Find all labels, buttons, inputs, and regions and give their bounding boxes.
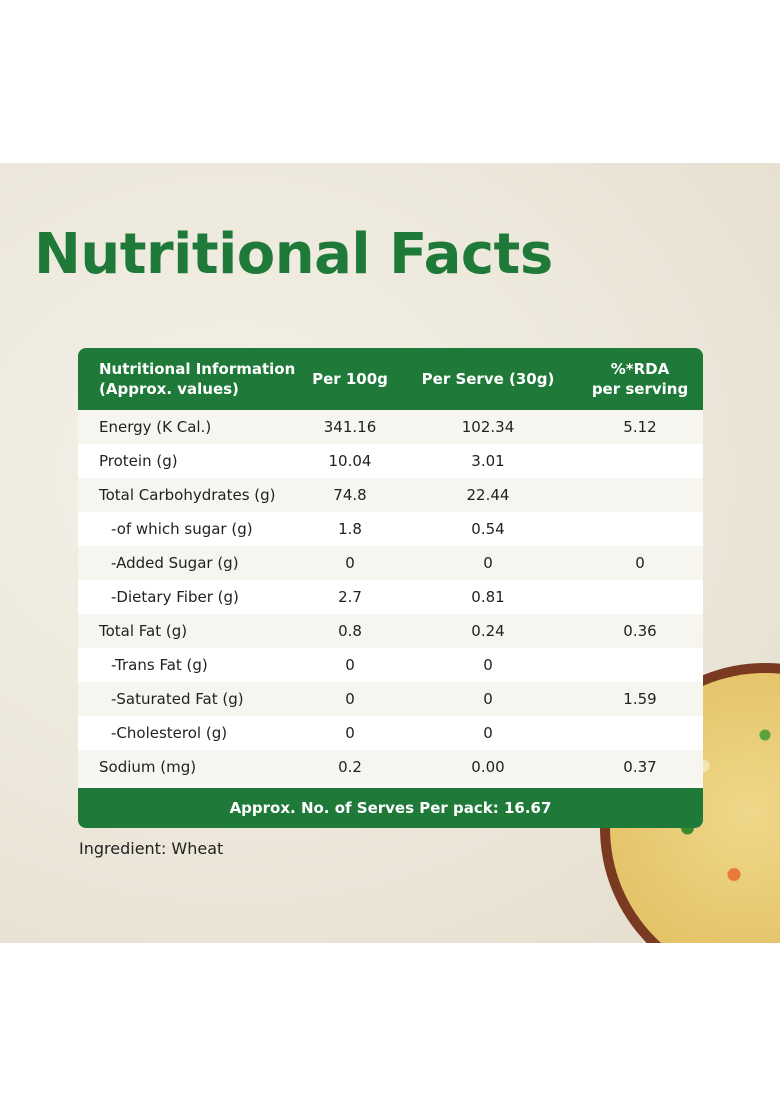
per-100g-value: 0 bbox=[345, 656, 355, 674]
rda-value: 1.59 bbox=[623, 690, 657, 708]
table-row: -of which sugar (g) 1.8 0.54 bbox=[78, 512, 703, 546]
rda-value: 0.36 bbox=[623, 622, 657, 640]
per-serve-value: 0.24 bbox=[471, 622, 505, 640]
rda-value bbox=[580, 580, 700, 614]
table-row: Protein (g) 10.04 3.01 bbox=[78, 444, 703, 478]
rda-value bbox=[580, 716, 700, 750]
table-row: -Cholesterol (g) 0 0 bbox=[78, 716, 703, 750]
per-serve-value: 102.34 bbox=[461, 418, 515, 436]
table-row: Total Fat (g) 0.8 0.24 0.36 bbox=[78, 614, 703, 648]
nutrient-name: -Trans Fat (g) bbox=[111, 656, 208, 674]
header-rda-line2: per serving bbox=[591, 380, 689, 398]
table-row: Sodium (mg) 0.2 0.00 0.37 bbox=[78, 750, 703, 784]
per-100g-value: 1.8 bbox=[338, 520, 362, 538]
per-100g-value: 10.04 bbox=[328, 452, 372, 470]
nutrient-name: Protein (g) bbox=[99, 452, 178, 470]
per-serve-value: 0.00 bbox=[471, 758, 505, 776]
ingredient-text: Ingredient: Wheat bbox=[79, 839, 224, 858]
nutrition-panel: Nutritional Facts Nutritional Informatio… bbox=[0, 163, 780, 943]
per-100g-value: 0.2 bbox=[338, 758, 362, 776]
table-row: Total Carbohydrates (g) 74.8 22.44 bbox=[78, 478, 703, 512]
rda-value: 0.37 bbox=[623, 758, 657, 776]
table-header: Nutritional Information (Approx. values)… bbox=[78, 348, 703, 410]
header-rda-line1: %*RDA bbox=[610, 360, 670, 378]
rda-value bbox=[580, 648, 700, 682]
per-100g-value: 0.8 bbox=[338, 622, 362, 640]
per-serve-value: 0.81 bbox=[471, 588, 505, 606]
nutrient-name: Energy (K Cal.) bbox=[99, 418, 212, 436]
header-rda: %*RDA per serving bbox=[580, 348, 700, 410]
header-per-100g: Per 100g bbox=[312, 370, 388, 388]
header-label-line2: (Approx. values) bbox=[99, 380, 239, 398]
rda-value: 0 bbox=[635, 554, 645, 572]
rda-value bbox=[580, 478, 700, 512]
nutrient-name: Total Fat (g) bbox=[99, 622, 188, 640]
per-100g-value: 341.16 bbox=[323, 418, 377, 436]
per-serve-value: 0 bbox=[483, 656, 493, 674]
nutrient-name: -of which sugar (g) bbox=[111, 520, 253, 538]
per-serve-value: 0.54 bbox=[471, 520, 505, 538]
per-100g-value: 0 bbox=[345, 724, 355, 742]
per-100g-value: 0 bbox=[345, 690, 355, 708]
per-100g-value: 2.7 bbox=[338, 588, 362, 606]
header-label-line1: Nutritional Information bbox=[99, 360, 296, 378]
nutrient-name: -Added Sugar (g) bbox=[111, 554, 239, 572]
nutrient-name: -Saturated Fat (g) bbox=[111, 690, 244, 708]
header-nutritional-info: Nutritional Information (Approx. values) bbox=[99, 348, 299, 410]
page-title: Nutritional Facts bbox=[34, 222, 553, 287]
table-row: Energy (K Cal.) 341.16 102.34 5.12 bbox=[78, 410, 703, 444]
table-row: -Saturated Fat (g) 0 0 1.59 bbox=[78, 682, 703, 716]
nutrition-table: Nutritional Information (Approx. values)… bbox=[78, 348, 703, 828]
header-per-serve: Per Serve (30g) bbox=[421, 370, 555, 388]
table-row: -Trans Fat (g) 0 0 bbox=[78, 648, 703, 682]
per-serve-value: 22.44 bbox=[466, 486, 510, 504]
table-row: -Added Sugar (g) 0 0 0 bbox=[78, 546, 703, 580]
table-row: -Dietary Fiber (g) 2.7 0.81 bbox=[78, 580, 703, 614]
table-body: Energy (K Cal.) 341.16 102.34 5.12 Protein (… bbox=[78, 410, 703, 784]
nutrient-name: -Cholesterol (g) bbox=[111, 724, 228, 742]
rda-value bbox=[580, 444, 700, 478]
per-serve-value: 0 bbox=[483, 554, 493, 572]
per-100g-value: 74.8 bbox=[333, 486, 367, 504]
nutrient-name: Sodium (mg) bbox=[99, 758, 197, 776]
per-serve-value: 0 bbox=[483, 724, 493, 742]
nutrient-name: -Dietary Fiber (g) bbox=[111, 588, 239, 606]
nutrient-name: Total Carbohydrates (g) bbox=[99, 486, 276, 504]
rda-value bbox=[580, 512, 700, 546]
per-serve-value: 3.01 bbox=[471, 452, 505, 470]
serves-per-pack: Approx. No. of Serves Per pack: 16.67 bbox=[78, 788, 703, 828]
per-serve-value: 0 bbox=[483, 690, 493, 708]
per-100g-value: 0 bbox=[345, 554, 355, 572]
rda-value: 5.12 bbox=[623, 418, 657, 436]
